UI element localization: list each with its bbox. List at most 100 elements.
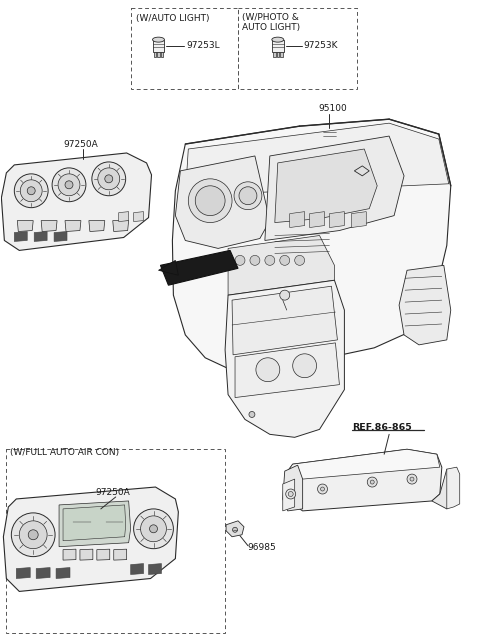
Polygon shape — [432, 469, 454, 509]
Circle shape — [286, 489, 296, 499]
Polygon shape — [226, 521, 244, 537]
Polygon shape — [160, 250, 238, 285]
Polygon shape — [265, 136, 404, 241]
Polygon shape — [133, 212, 144, 221]
Polygon shape — [235, 343, 339, 397]
Circle shape — [65, 181, 73, 189]
Text: 97253K: 97253K — [304, 41, 338, 50]
Circle shape — [141, 516, 167, 542]
Polygon shape — [119, 212, 129, 221]
Circle shape — [92, 162, 126, 196]
Circle shape — [195, 186, 225, 216]
Polygon shape — [283, 479, 295, 511]
Circle shape — [28, 530, 38, 540]
Polygon shape — [16, 568, 30, 578]
Circle shape — [256, 358, 280, 381]
Polygon shape — [65, 221, 81, 232]
Text: 97250A: 97250A — [96, 489, 131, 498]
Text: (W/AUTO LIGHT): (W/AUTO LIGHT) — [136, 14, 209, 23]
Circle shape — [27, 187, 35, 195]
Polygon shape — [1, 153, 152, 250]
Polygon shape — [228, 236, 335, 295]
Polygon shape — [17, 221, 33, 232]
Ellipse shape — [272, 37, 284, 42]
Polygon shape — [36, 568, 50, 578]
Bar — [238, 8, 357, 89]
Circle shape — [293, 354, 316, 377]
Polygon shape — [447, 467, 460, 509]
Polygon shape — [285, 449, 442, 511]
Polygon shape — [157, 51, 160, 56]
Polygon shape — [232, 286, 337, 355]
Polygon shape — [225, 281, 344, 437]
Circle shape — [232, 527, 238, 532]
Bar — [131, 8, 238, 89]
Text: REF.86-865: REF.86-865 — [352, 423, 412, 432]
Text: 97250A: 97250A — [63, 139, 98, 148]
Polygon shape — [63, 505, 126, 541]
Bar — [6, 449, 225, 633]
Polygon shape — [63, 549, 76, 560]
Circle shape — [249, 412, 255, 417]
Polygon shape — [329, 212, 344, 227]
Ellipse shape — [323, 137, 336, 143]
Circle shape — [105, 175, 113, 183]
Polygon shape — [14, 232, 27, 241]
Polygon shape — [273, 51, 276, 56]
Polygon shape — [185, 123, 449, 196]
Polygon shape — [131, 564, 144, 575]
Circle shape — [295, 256, 305, 265]
Circle shape — [370, 480, 374, 484]
Polygon shape — [283, 465, 302, 511]
Polygon shape — [175, 156, 270, 248]
Polygon shape — [161, 51, 163, 56]
Polygon shape — [97, 549, 110, 560]
Circle shape — [250, 256, 260, 265]
Circle shape — [188, 179, 232, 223]
Polygon shape — [89, 221, 105, 232]
Circle shape — [321, 487, 324, 491]
Circle shape — [20, 180, 42, 202]
Circle shape — [98, 168, 120, 190]
Polygon shape — [154, 51, 156, 56]
Text: (W/FULL AUTO AIR CON): (W/FULL AUTO AIR CON) — [11, 447, 120, 456]
Polygon shape — [280, 51, 283, 56]
Polygon shape — [275, 149, 377, 223]
Circle shape — [52, 168, 86, 202]
Circle shape — [407, 474, 417, 484]
Text: AUTO LIGHT): AUTO LIGHT) — [242, 23, 300, 32]
Polygon shape — [148, 564, 161, 575]
Text: (W/PHOTO &: (W/PHOTO & — [242, 13, 299, 22]
Circle shape — [12, 513, 55, 557]
Circle shape — [280, 290, 290, 300]
Circle shape — [410, 477, 414, 481]
Circle shape — [265, 256, 275, 265]
Polygon shape — [323, 128, 336, 140]
Circle shape — [288, 492, 293, 496]
Polygon shape — [56, 568, 70, 578]
Polygon shape — [3, 487, 179, 591]
Polygon shape — [272, 40, 284, 51]
Polygon shape — [113, 221, 129, 232]
Polygon shape — [41, 221, 57, 232]
Ellipse shape — [153, 37, 165, 42]
Polygon shape — [288, 449, 440, 479]
Circle shape — [58, 174, 80, 196]
Polygon shape — [172, 119, 451, 372]
Polygon shape — [290, 212, 305, 227]
Polygon shape — [59, 501, 131, 547]
Polygon shape — [34, 232, 47, 241]
Polygon shape — [153, 40, 165, 51]
Circle shape — [367, 477, 377, 487]
Text: 97253L: 97253L — [186, 41, 220, 50]
Circle shape — [234, 182, 262, 210]
Circle shape — [19, 521, 47, 549]
Polygon shape — [310, 212, 324, 227]
Circle shape — [280, 256, 290, 265]
Text: 96985: 96985 — [247, 543, 276, 552]
Circle shape — [133, 509, 173, 549]
Polygon shape — [276, 51, 279, 56]
Circle shape — [14, 174, 48, 207]
Polygon shape — [158, 261, 179, 275]
Circle shape — [150, 525, 157, 533]
